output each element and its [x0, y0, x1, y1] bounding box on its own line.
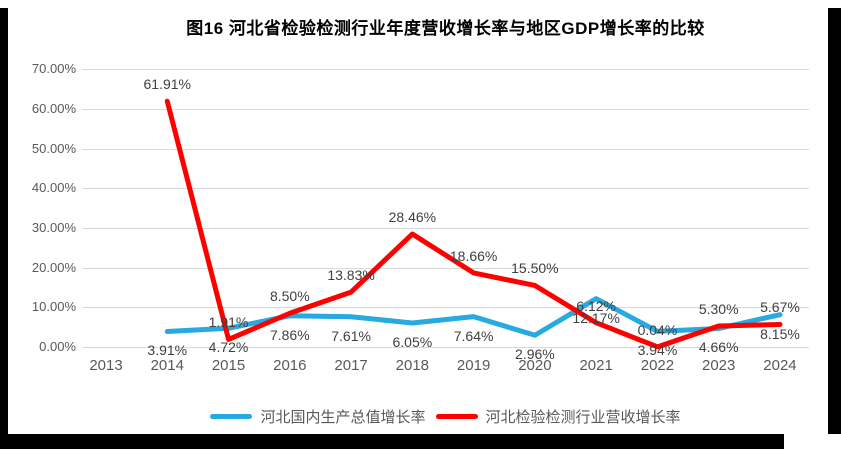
- legend-label-gdp: 河北国内生产总值增长率: [260, 408, 426, 426]
- x-axis-tick-label: 2019: [456, 357, 491, 374]
- chart-title: 图16 河北省检验检测行业年度营收增长率与地区GDP增长率的比较: [186, 19, 705, 38]
- data-label: 6.12%: [576, 297, 617, 314]
- y-axis-tick-label: 20.00%: [31, 259, 76, 275]
- data-label: 3.91%: [147, 342, 188, 359]
- y-axis-tick-label: 0.00%: [39, 339, 76, 354]
- data-label: 28.46%: [388, 209, 437, 225]
- data-label: 7.61%: [331, 327, 371, 344]
- data-label: 1.91%: [208, 314, 249, 331]
- data-label: 5.67%: [760, 299, 800, 316]
- data-label: 4.66%: [698, 339, 739, 356]
- y-axis-tick-label: 60.00%: [31, 100, 76, 116]
- y-axis-tick-label: 70.00%: [31, 61, 76, 77]
- x-axis-tick-label: 2021: [579, 357, 613, 374]
- x-axis-tick-label: 2023: [702, 357, 736, 374]
- legend: 河北国内生产总值增长率 河北检验检测行业营收增长率: [82, 404, 809, 428]
- data-label: 12.17%: [572, 309, 620, 326]
- x-axis-tick-label: 2017: [334, 357, 368, 374]
- legend-item-revenue: 河北检验检测行业营收增长率: [435, 406, 681, 427]
- data-label: 13.83%: [327, 267, 375, 284]
- revenue-line-swatch: [435, 413, 478, 419]
- y-axis-tick-label: 10.00%: [31, 299, 76, 315]
- x-axis-tick-label: 2018: [395, 357, 430, 374]
- data-label: 61.91%: [143, 76, 192, 93]
- data-label: 6.05%: [392, 333, 433, 350]
- data-label: 4.72%: [208, 339, 249, 356]
- scan-border-right: [828, 8, 841, 434]
- x-axis-tick-label: 2014: [150, 357, 184, 374]
- x-axis-tick-label: 2024: [763, 357, 797, 374]
- x-axis-tick-label: 2015: [211, 357, 246, 374]
- data-label: 7.86%: [269, 326, 310, 343]
- data-label: 5.30%: [698, 300, 739, 317]
- data-label: 0.04%: [637, 321, 678, 338]
- scan-border-left: [0, 8, 8, 449]
- y-axis-tick-label: 40.00%: [31, 180, 76, 196]
- data-label: 18.66%: [449, 247, 498, 264]
- data-label: 8.15%: [760, 325, 800, 342]
- data-label: 2.96%: [515, 346, 555, 363]
- revenue-growth-line: [164, 98, 783, 350]
- x-axis-tick-label: 2013: [89, 357, 123, 374]
- data-label: 3.94%: [637, 342, 678, 359]
- data-label: 15.50%: [511, 260, 559, 277]
- legend-label-revenue: 河北检验检测行业营收增长率: [485, 408, 681, 426]
- scan-border-bottom: [3, 434, 784, 449]
- x-axis-tick-label: 2020: [518, 357, 552, 374]
- legend-item-gdp: 河北国内生产总值增长率: [210, 406, 426, 427]
- data-label: 8.50%: [269, 288, 310, 305]
- x-axis-tick-label: 2022: [640, 357, 675, 374]
- y-axis-tick-label: 30.00%: [31, 219, 76, 235]
- y-axis-tick-label: 50.00%: [31, 140, 76, 156]
- data-label: 7.64%: [453, 327, 494, 344]
- gdp-line-swatch: [210, 413, 253, 419]
- x-axis-tick-label: 2016: [273, 357, 307, 374]
